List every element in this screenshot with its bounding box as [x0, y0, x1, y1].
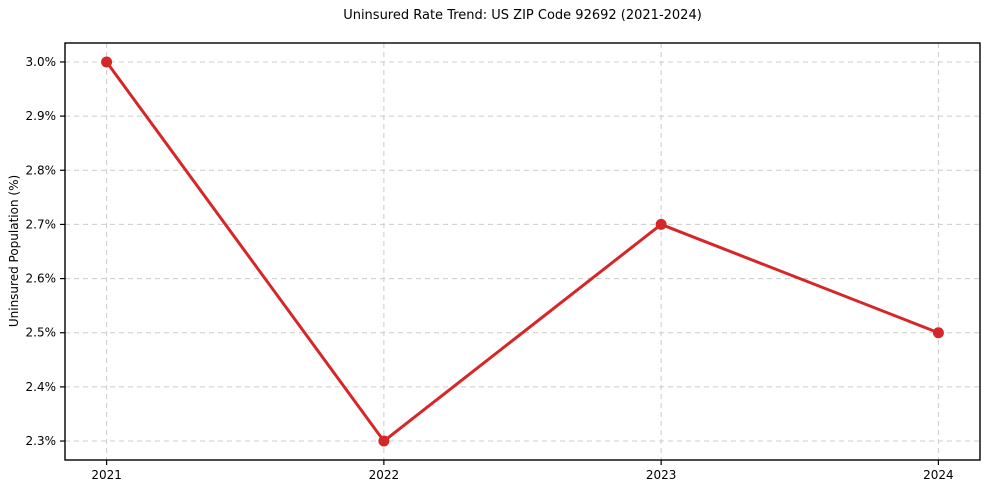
data-point	[378, 435, 390, 447]
data-point	[932, 327, 944, 339]
y-tick-label: 2.5%	[26, 326, 57, 340]
y-tick-label: 2.7%	[26, 217, 57, 231]
data-point	[101, 56, 113, 68]
trend-line	[105, 60, 940, 443]
y-tick-label: 3.0%	[26, 55, 57, 69]
y-tick-label: 2.9%	[26, 109, 57, 123]
chart-title: Uninsured Rate Trend: US ZIP Code 92692 …	[343, 8, 702, 23]
y-tick-label: 2.3%	[26, 434, 57, 448]
y-axis-label: Uninsured Population (%)	[7, 174, 21, 328]
plot-border	[64, 42, 981, 461]
x-tick-label: 2023	[646, 468, 677, 482]
x-tick-label: 2022	[369, 468, 400, 482]
x-tick-label: 2024	[923, 468, 954, 482]
y-tick-label: 2.4%	[26, 380, 57, 394]
data-point	[655, 218, 667, 230]
x-tick-label: 2021	[91, 468, 122, 482]
y-tick-label: 2.6%	[26, 272, 57, 286]
y-tick-label: 2.8%	[26, 163, 57, 177]
